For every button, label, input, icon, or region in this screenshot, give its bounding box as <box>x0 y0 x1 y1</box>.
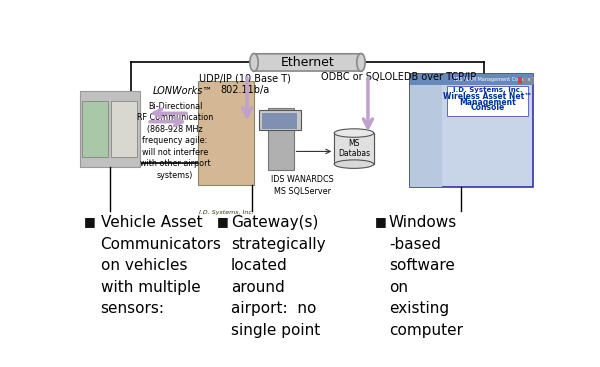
Text: ■: ■ <box>375 215 386 228</box>
FancyBboxPatch shape <box>447 87 529 116</box>
Text: Console: Console <box>471 103 505 112</box>
FancyBboxPatch shape <box>253 54 362 71</box>
FancyBboxPatch shape <box>259 110 301 130</box>
Text: Ethernet: Ethernet <box>281 56 334 69</box>
Ellipse shape <box>334 129 374 137</box>
Text: ODBC or SQLOLEDB over TCP/IP: ODBC or SQLOLEDB over TCP/IP <box>320 72 476 82</box>
FancyBboxPatch shape <box>410 74 533 85</box>
Text: Bi-Directional
RF Communication
(868-928 MHz
frequency agile:
will not interfere: Bi-Directional RF Communication (868-928… <box>137 102 213 180</box>
Text: Gateway(s)
strategically
located
around
airport:  no
single point: Gateway(s) strategically located around … <box>231 215 325 338</box>
FancyBboxPatch shape <box>268 108 293 170</box>
FancyBboxPatch shape <box>518 77 522 84</box>
FancyBboxPatch shape <box>262 113 297 129</box>
Ellipse shape <box>334 160 374 168</box>
Text: UDP/IP (10 Base T)
802.11b/a: UDP/IP (10 Base T) 802.11b/a <box>199 74 290 95</box>
Text: ■: ■ <box>84 215 96 228</box>
Text: MS
Databas: MS Databas <box>338 139 370 158</box>
FancyBboxPatch shape <box>524 77 528 84</box>
Text: LONWorks™: LONWorks™ <box>153 86 213 96</box>
Text: ■: ■ <box>217 215 229 228</box>
Text: IDS WANARDCS
MS SQLServer: IDS WANARDCS MS SQLServer <box>271 175 334 196</box>
Text: I.D. Systems, Inc.: I.D. Systems, Inc. <box>453 87 523 93</box>
FancyBboxPatch shape <box>82 101 107 157</box>
Text: I.D. Systems, Inc.: I.D. Systems, Inc. <box>199 210 254 215</box>
Text: Wireless Asset Net™: Wireless Asset Net™ <box>443 92 532 101</box>
Ellipse shape <box>357 54 365 71</box>
FancyBboxPatch shape <box>80 91 140 167</box>
Text: IDS WAM Management Console v1.0.10: IDS WAM Management Console v1.0.10 <box>454 77 551 82</box>
Text: Management: Management <box>460 98 516 107</box>
FancyBboxPatch shape <box>111 101 137 157</box>
FancyBboxPatch shape <box>530 77 534 84</box>
FancyBboxPatch shape <box>410 74 533 187</box>
Text: Windows
-based
software
on
existing
computer: Windows -based software on existing comp… <box>389 215 463 338</box>
FancyBboxPatch shape <box>334 133 374 164</box>
FancyBboxPatch shape <box>410 85 442 187</box>
FancyBboxPatch shape <box>198 81 254 185</box>
Text: Vehicle Asset
Communicators
on vehicles
with multiple
sensors:: Vehicle Asset Communicators on vehicles … <box>101 215 221 316</box>
Ellipse shape <box>250 54 258 71</box>
